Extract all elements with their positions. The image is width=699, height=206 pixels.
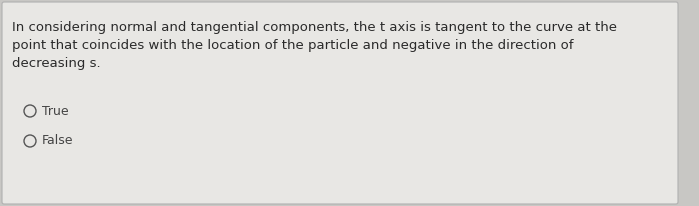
FancyBboxPatch shape xyxy=(2,2,678,204)
Text: In considering normal and tangential components, the t axis is tangent to the cu: In considering normal and tangential com… xyxy=(12,21,617,34)
Text: decreasing s.: decreasing s. xyxy=(12,57,101,70)
Text: point that coincides with the location of the particle and negative in the direc: point that coincides with the location o… xyxy=(12,39,573,52)
Text: False: False xyxy=(42,135,73,147)
Text: True: True xyxy=(42,104,69,117)
